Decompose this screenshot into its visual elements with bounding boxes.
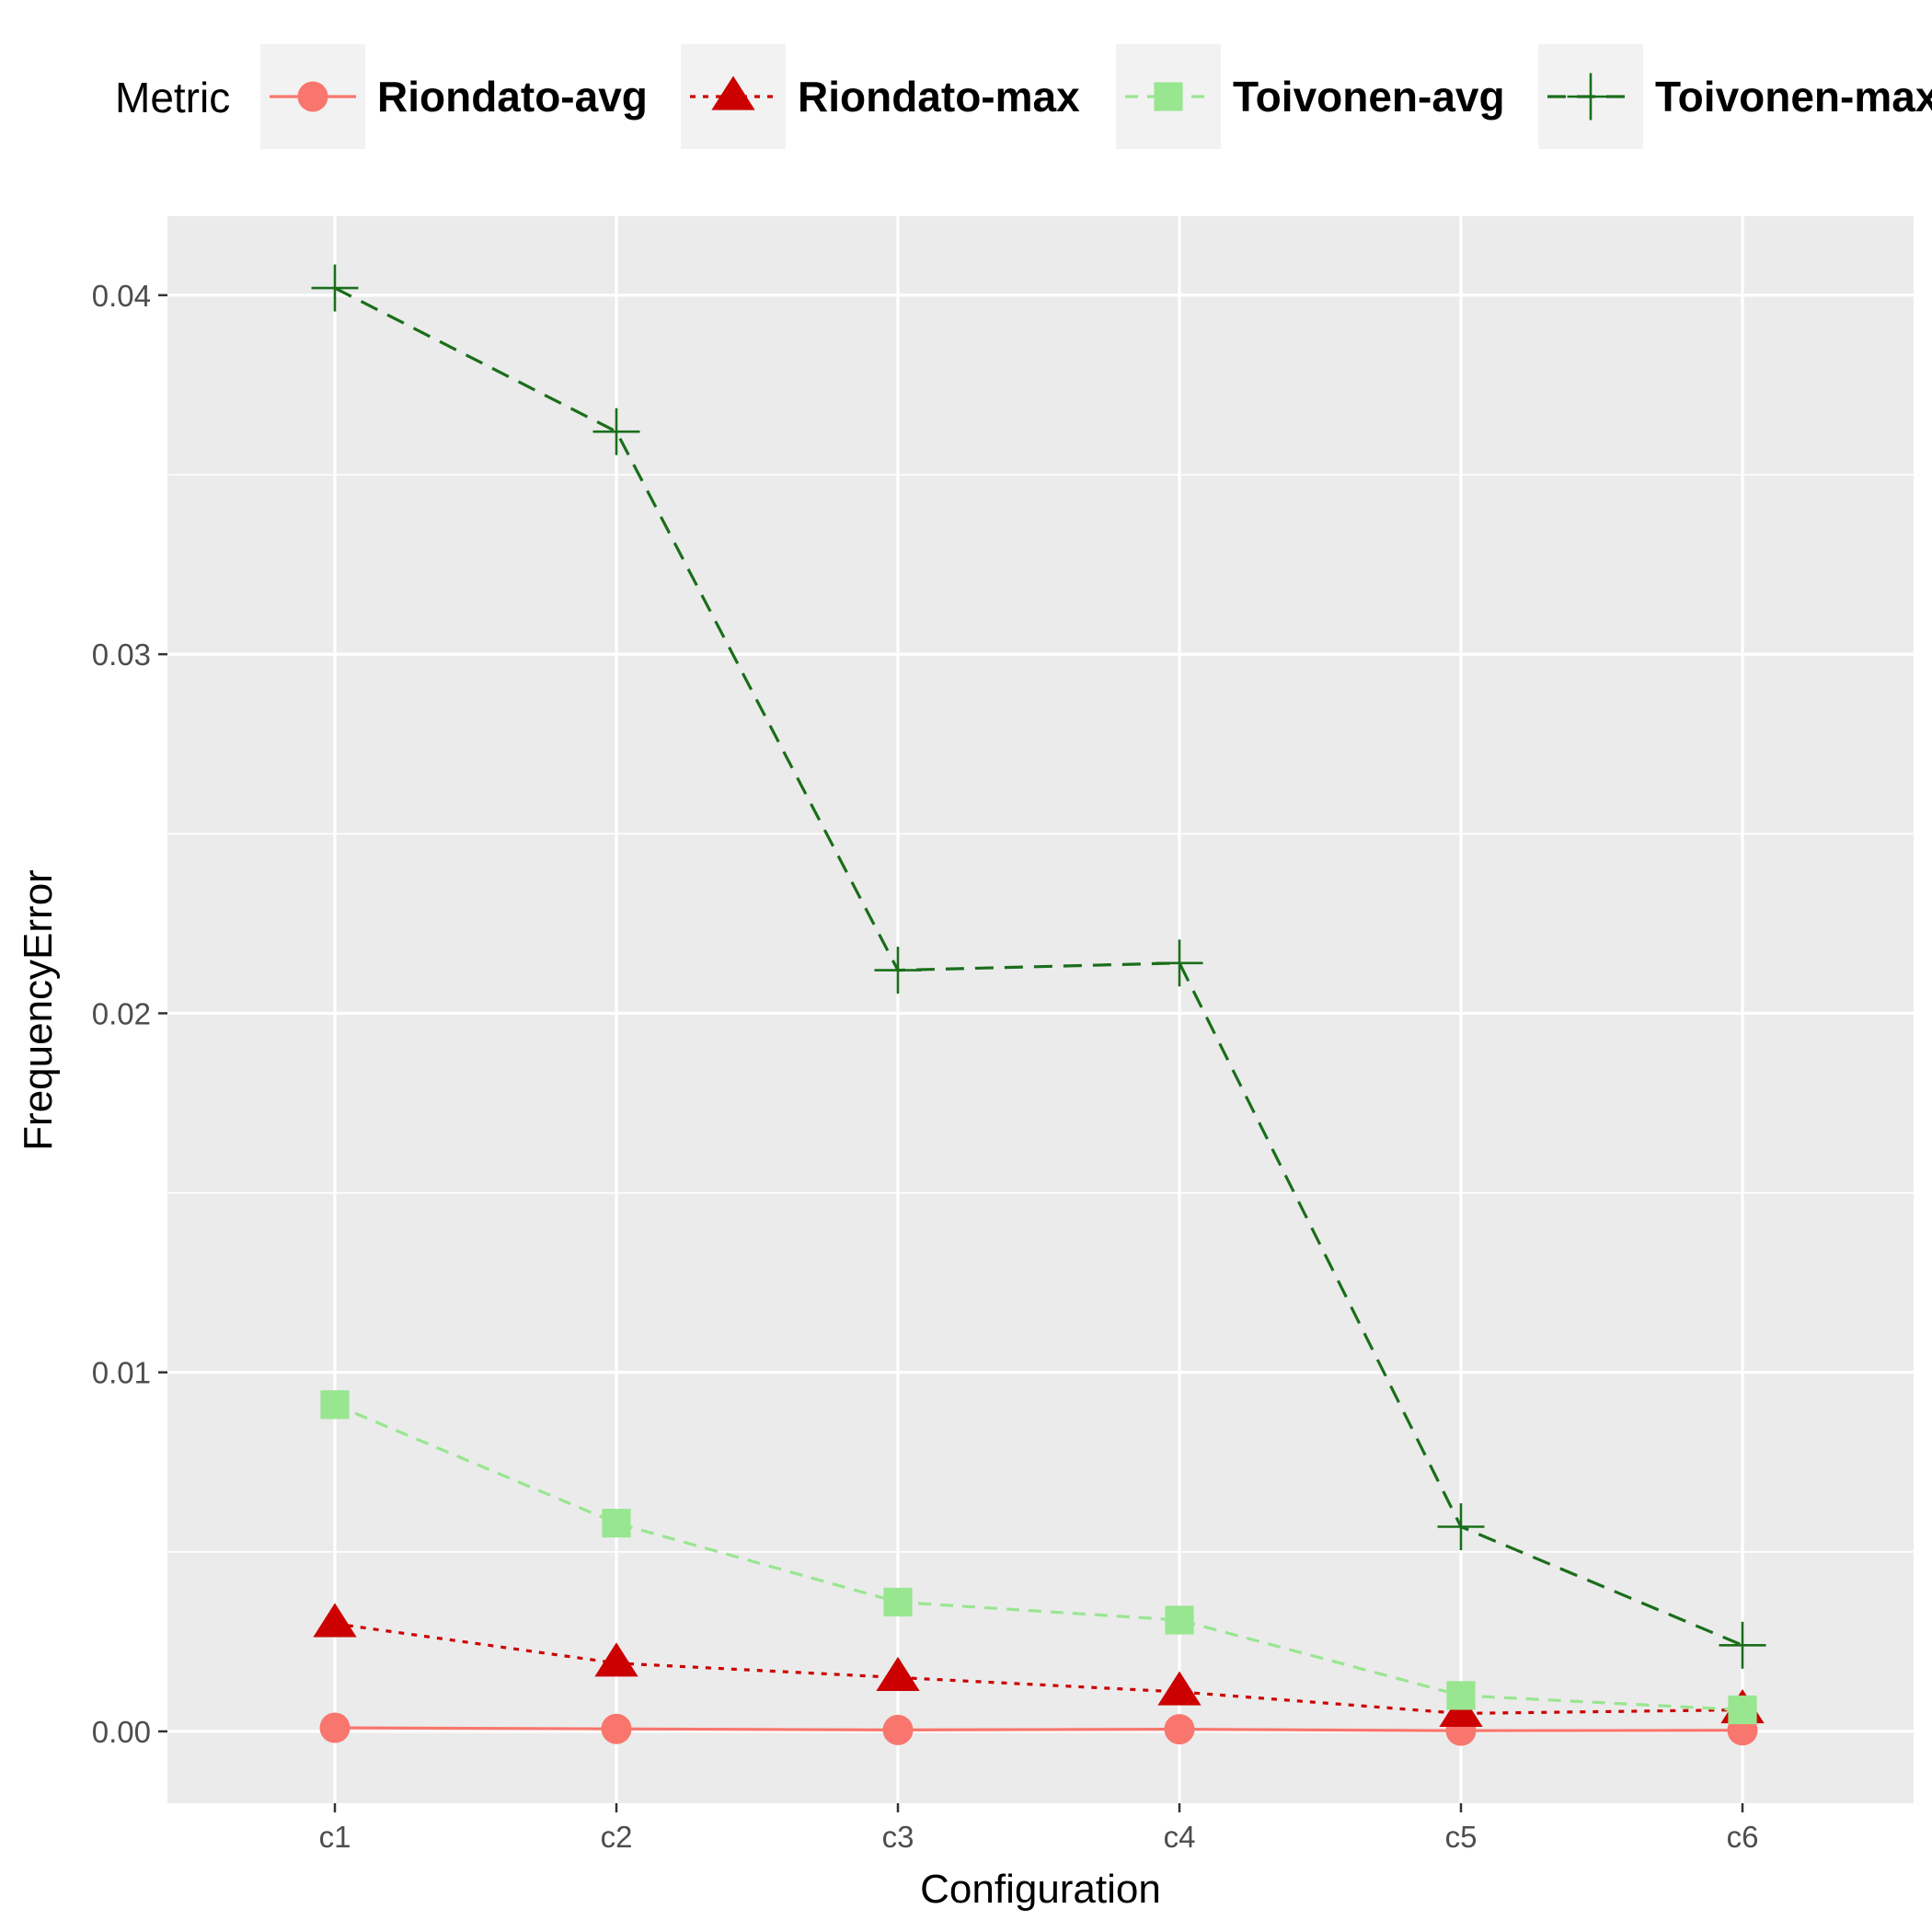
- series-line: [334, 1726, 1743, 1732]
- legend-item-toivonen-avg: Toivonen-avg: [1116, 44, 1505, 149]
- y-tick-label: 0.02: [92, 996, 151, 1030]
- series-line: [334, 1622, 1743, 1716]
- x-tick-label: c6: [1727, 1820, 1759, 1854]
- data-point: [320, 1390, 350, 1420]
- series-line: [334, 1403, 1743, 1712]
- legend-label: Toivonen-avg: [1233, 73, 1505, 121]
- data-point: [601, 1713, 632, 1744]
- data-point: [1446, 1681, 1476, 1710]
- data-point: [1728, 1695, 1757, 1725]
- legend: Metric Riondato-avg Riondato-max Toivonen-…: [115, 44, 1932, 149]
- data-point: [594, 1642, 638, 1677]
- grid-minor: [167, 474, 1914, 1553]
- legend-title: Metric: [115, 74, 230, 121]
- series-toivonen-avg: [320, 1390, 1757, 1725]
- x-tick-label: c3: [882, 1820, 914, 1854]
- x-tick-label: c4: [1164, 1820, 1196, 1854]
- data-point: [592, 408, 640, 455]
- data-point: [602, 1508, 631, 1538]
- legend-key-marker: [1567, 73, 1615, 121]
- legend-label: Toivonen-max: [1655, 73, 1932, 121]
- legend-label: Riondato-avg: [377, 73, 648, 121]
- data-point: [313, 1603, 357, 1638]
- data-point: [874, 947, 922, 995]
- x-tick-label: c1: [319, 1820, 351, 1854]
- legend-label: Riondato-max: [798, 73, 1080, 121]
- data-point: [876, 1656, 920, 1692]
- data-point: [1437, 1502, 1485, 1550]
- data-point: [311, 264, 359, 312]
- data-point: [1719, 1621, 1766, 1669]
- legend-item-toivonen-max: Toivonen-max: [1538, 44, 1932, 149]
- legend-key-marker: [711, 75, 755, 110]
- x-tick-label: c2: [601, 1820, 633, 1854]
- x-axis: c1 c2 c3 c4 c5 c6: [319, 1803, 1759, 1854]
- series-toivonen-max: [311, 264, 1766, 1669]
- data-point: [1164, 1714, 1195, 1745]
- data-point: [1157, 1671, 1202, 1706]
- data-point: [319, 1712, 351, 1743]
- series-layer: [311, 264, 1766, 1746]
- legend-key-marker: [297, 81, 328, 112]
- plot-panel: [167, 216, 1914, 1803]
- data-point: [1165, 1605, 1194, 1635]
- y-tick-label: 0.04: [92, 279, 151, 313]
- y-tick-label: 0.01: [92, 1356, 151, 1390]
- legend-item-riondato-max: Riondato-max: [681, 44, 1080, 149]
- data-point: [883, 1587, 913, 1617]
- data-point: [1156, 939, 1203, 987]
- x-axis-label: Configuration: [920, 1867, 1161, 1912]
- y-axis: 0.00 0.01 0.02 0.03 0.04: [92, 279, 167, 1749]
- series-line: [334, 286, 1743, 1647]
- y-tick-label: 0.03: [92, 638, 151, 672]
- data-point: [882, 1714, 914, 1745]
- legend-key-marker: [1154, 82, 1183, 111]
- x-tick-label: c5: [1445, 1820, 1478, 1854]
- legend-item-riondato-avg: Riondato-avg: [260, 44, 648, 149]
- y-tick-label: 0.00: [92, 1715, 151, 1749]
- y-axis-label: FrequencyError: [16, 869, 61, 1151]
